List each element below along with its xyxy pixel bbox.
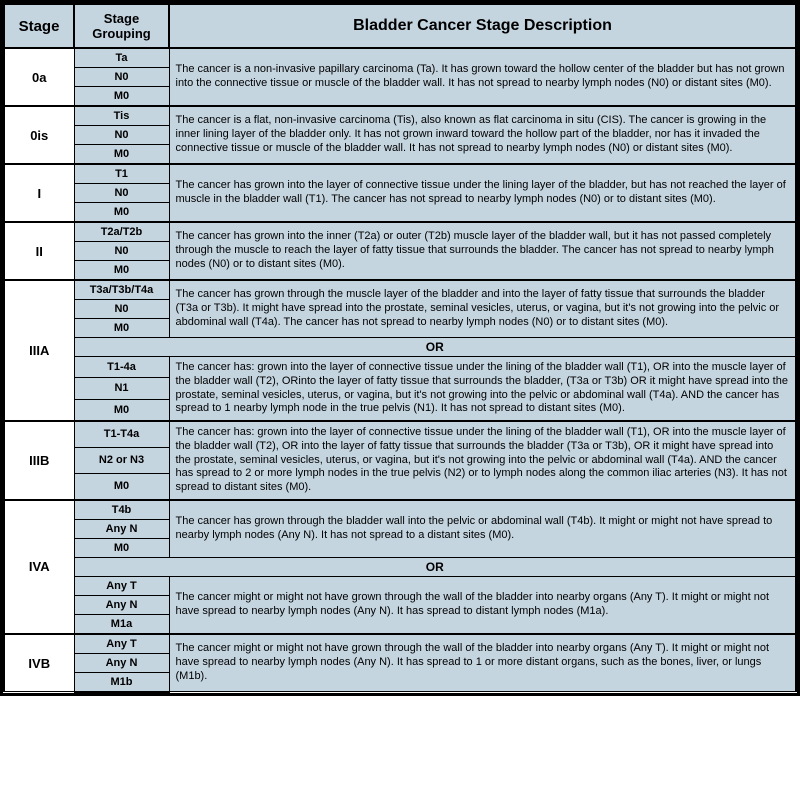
grouping-cell: Tis: [74, 106, 169, 126]
grouping-cell: Ta: [74, 48, 169, 68]
table-row: IVB Any T The cancer might or might not …: [4, 634, 796, 654]
header-desc: Bladder Cancer Stage Description: [169, 4, 796, 48]
grouping-cell: M0: [74, 203, 169, 223]
stage-label: I: [4, 164, 74, 222]
grouping-cell: Any T: [74, 576, 169, 595]
header-grouping: Stage Grouping: [74, 4, 169, 48]
grouping-cell: M0: [74, 399, 169, 421]
stage-label: 0a: [4, 48, 74, 106]
grouping-cell: T1: [74, 164, 169, 184]
stage-label: IIIA: [4, 280, 74, 421]
grouping-cell: N1: [74, 378, 169, 399]
grouping-cell: M0: [74, 145, 169, 165]
grouping-cell: N0: [74, 300, 169, 319]
grouping-cell: N0: [74, 68, 169, 87]
table-row: OR: [4, 557, 796, 576]
grouping-cell: N0: [74, 184, 169, 203]
stage-label: IVB: [4, 634, 74, 692]
header-row: Stage Stage Grouping Bladder Cancer Stag…: [4, 4, 796, 48]
desc-cell: The cancer has grown through the muscle …: [169, 280, 796, 338]
grouping-cell: N0: [74, 242, 169, 261]
desc-cell: The cancer is a non-invasive papillary c…: [169, 48, 796, 106]
bladder-cancer-stage-table: Stage Stage Grouping Bladder Cancer Stag…: [0, 0, 800, 696]
grouping-cell: N0: [74, 126, 169, 145]
desc-cell: The cancer is a flat, non-invasive carci…: [169, 106, 796, 164]
grouping-cell: M0: [74, 261, 169, 281]
table-row: IIIA T3a/T3b/T4a The cancer has grown th…: [4, 280, 796, 300]
or-label: OR: [74, 557, 796, 576]
stage-label: IVA: [4, 500, 74, 634]
table-row: 0a Ta The cancer is a non-invasive papil…: [4, 48, 796, 68]
grouping-cell: T4b: [74, 500, 169, 520]
table-row: Any T The cancer might or might not have…: [4, 576, 796, 595]
stage-label: IIIB: [4, 421, 74, 500]
desc-cell: The cancer has grown into the layer of c…: [169, 164, 796, 222]
table-row: IIIB T1-T4a The cancer has: grown into t…: [4, 421, 796, 447]
desc-cell: The cancer has: grown into the layer of …: [169, 421, 796, 500]
grouping-cell: Any N: [74, 653, 169, 672]
grouping-cell: M0: [74, 87, 169, 107]
desc-cell: The cancer has: grown into the layer of …: [169, 357, 796, 422]
stage-table: Stage Stage Grouping Bladder Cancer Stag…: [3, 3, 797, 693]
grouping-cell: T3a/T3b/T4a: [74, 280, 169, 300]
grouping-cell: T2a/T2b: [74, 222, 169, 242]
desc-cell: The cancer has grown into the inner (T2a…: [169, 222, 796, 280]
table-row: I T1 The cancer has grown into the layer…: [4, 164, 796, 184]
desc-cell: The cancer has grown through the bladder…: [169, 500, 796, 558]
desc-cell: The cancer might or might not have grown…: [169, 576, 796, 634]
or-label: OR: [74, 338, 796, 357]
grouping-cell: T1-T4a: [74, 421, 169, 447]
table-row: OR: [4, 338, 796, 357]
header-stage: Stage: [4, 4, 74, 48]
grouping-cell: T1-4a: [74, 357, 169, 378]
grouping-cell: M0: [74, 538, 169, 557]
table-row: T1-4a The cancer has: grown into the lay…: [4, 357, 796, 378]
desc-cell: The cancer might or might not have grown…: [169, 634, 796, 692]
table-row: 0is Tis The cancer is a flat, non-invasi…: [4, 106, 796, 126]
grouping-cell: M0: [74, 473, 169, 499]
stage-label: 0is: [4, 106, 74, 164]
grouping-cell: M1b: [74, 672, 169, 692]
grouping-cell: Any N: [74, 595, 169, 614]
table-row: IVA T4b The cancer has grown through the…: [4, 500, 796, 520]
table-row: II T2a/T2b The cancer has grown into the…: [4, 222, 796, 242]
grouping-cell: M1a: [74, 614, 169, 634]
grouping-cell: N2 or N3: [74, 447, 169, 473]
stage-label: II: [4, 222, 74, 280]
grouping-cell: Any T: [74, 634, 169, 654]
grouping-cell: M0: [74, 319, 169, 338]
grouping-cell: Any N: [74, 519, 169, 538]
